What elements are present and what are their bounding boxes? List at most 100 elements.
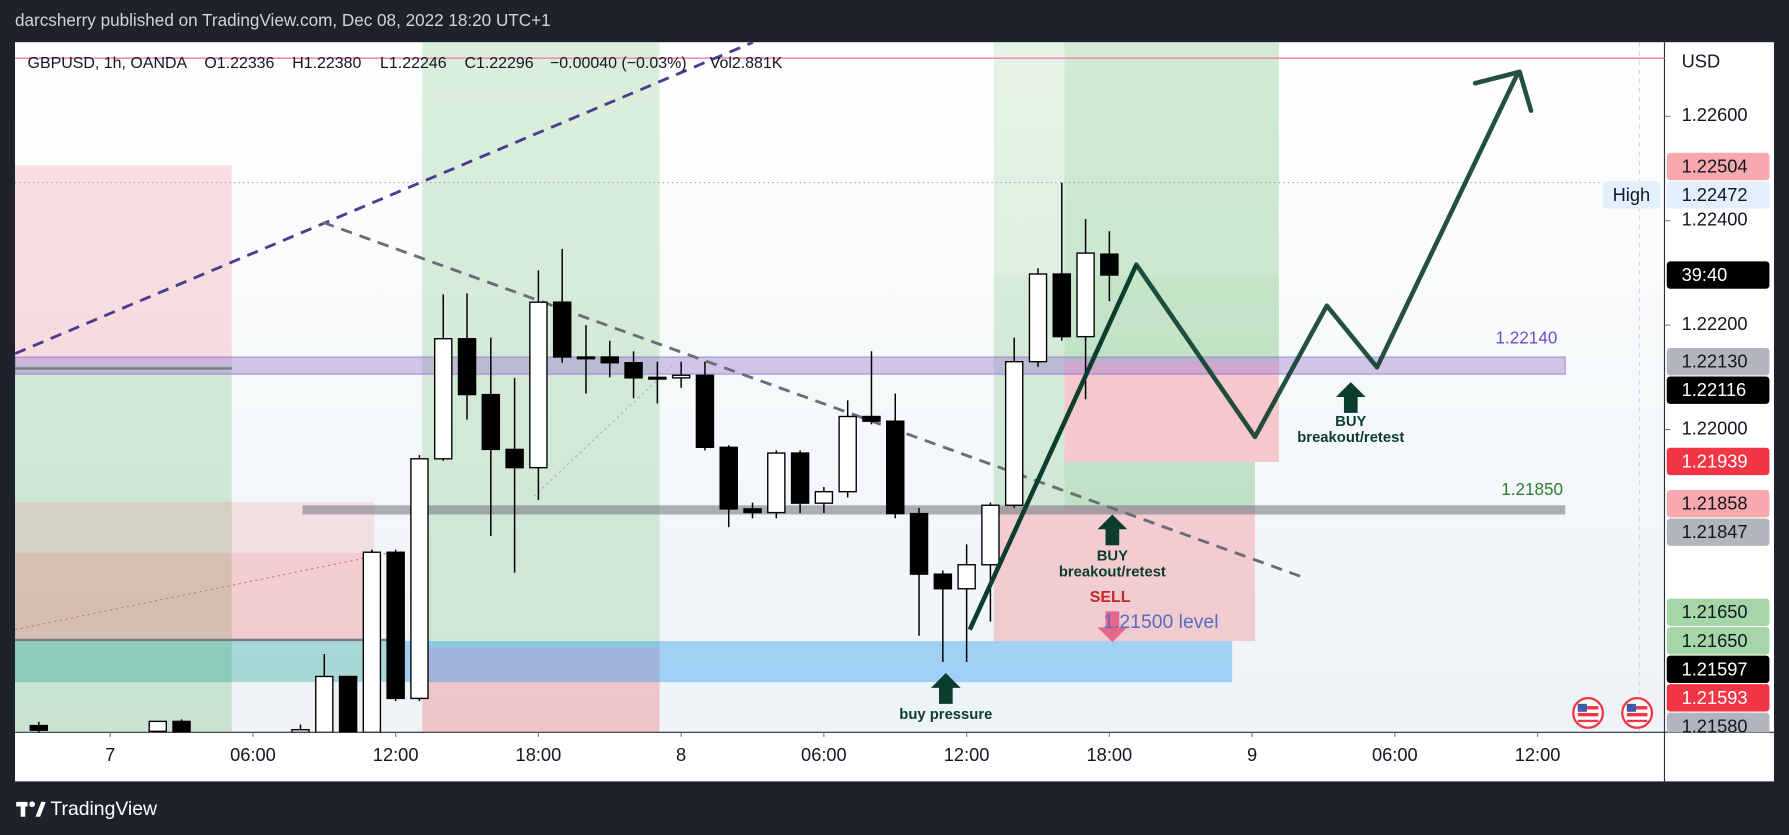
level-label: 1.21850: [1501, 480, 1563, 499]
candle-body: [814, 490, 834, 504]
legend-high: H1.22380: [292, 55, 361, 72]
x-tick-label: 06:00: [801, 744, 847, 765]
candle-body: [315, 675, 334, 733]
legend-open: O1.22336: [204, 55, 274, 72]
price-tag: [1666, 181, 1770, 209]
zone: [1064, 42, 1279, 275]
legend-symbol: GBPUSD, 1h, OANDA: [28, 55, 188, 72]
level-band: [15, 356, 1566, 375]
event-icon: [1621, 696, 1654, 729]
price-tag: [1666, 447, 1770, 476]
candle-body: [1052, 273, 1072, 338]
countdown-tag: [1666, 261, 1770, 289]
price-tag-label: 1.21593: [1682, 687, 1748, 708]
x-tick-label: 9: [1247, 744, 1257, 765]
x-tick-label: 12:00: [1515, 744, 1561, 765]
flag-stripe: [1626, 719, 1648, 723]
candle-body: [600, 356, 620, 364]
price-tag-label: 1.21858: [1682, 493, 1748, 514]
candle-body: [1028, 273, 1048, 363]
price-scale: 1.22600 1.22400 1.22200 1.22000 39:40 1.22504…: [1664, 104, 1770, 736]
currency: USD: [1682, 51, 1721, 72]
price-tag: [1666, 152, 1770, 181]
price-tag-label: 1.21650: [1682, 630, 1748, 651]
zone: [15, 553, 375, 640]
x-tick-label: 06:00: [230, 744, 276, 765]
price-tag-label: 1.21847: [1682, 521, 1748, 542]
drawings: [15, 42, 1665, 733]
candle-body: [981, 504, 1000, 566]
candle-body: [529, 301, 548, 469]
publisher: darcsherry published on TradingView.com,…: [15, 11, 551, 30]
candle-body: [29, 724, 49, 731]
annotation: buy pressure: [899, 707, 992, 723]
candle-body: [457, 338, 477, 396]
candles: [29, 182, 1119, 733]
zone: [15, 639, 389, 683]
x-tick-label: 8: [676, 744, 686, 765]
candle-body: [172, 720, 191, 733]
zone: [388, 641, 1233, 683]
candle-body: [576, 356, 596, 360]
candle-body: [909, 512, 929, 575]
flag-stripe: [1626, 706, 1648, 710]
flag-stripe: [1577, 719, 1599, 723]
zone: [422, 647, 660, 733]
countdown: 39:40: [1682, 264, 1728, 285]
x-tick-label: 18:00: [516, 744, 562, 765]
candle-body: [410, 458, 429, 700]
candle-body: [743, 508, 762, 514]
x-tick-label: 7: [105, 744, 115, 765]
brand-logo: [16, 801, 46, 817]
zone: [1064, 361, 1279, 462]
candle-body: [695, 374, 715, 448]
logo-part: [29, 801, 35, 808]
price-tag-label: 1.21650: [1682, 601, 1748, 622]
zone: [993, 42, 1279, 275]
zone: [993, 507, 1255, 642]
x-tick-label: 12:00: [373, 744, 419, 765]
flag-stripe: [1577, 712, 1599, 717]
y-tick-label: 1.22200: [1682, 313, 1748, 334]
candle-body: [1100, 253, 1119, 276]
candle-body: [933, 573, 953, 590]
annotation: breakout/retest: [1297, 430, 1404, 446]
candle-body: [719, 446, 738, 510]
arrow-up: [931, 673, 961, 704]
x-tick-label: 12:00: [944, 744, 990, 765]
legend-low: L1.22246: [380, 55, 447, 72]
zone: [1064, 461, 1255, 508]
annotation: 1.21500 level: [1103, 611, 1218, 633]
price-tag: [1666, 518, 1770, 546]
candle-body: [1076, 252, 1095, 338]
candle-body: [386, 551, 405, 700]
price-tag: [1666, 348, 1770, 376]
brand: TradingView: [50, 798, 158, 820]
candle-body: [862, 415, 881, 422]
y-tick-label: 1.22400: [1682, 209, 1748, 230]
annotation: BUY: [1097, 549, 1128, 565]
candle-body: [648, 376, 667, 380]
x-tick-label: 06:00: [1372, 744, 1418, 765]
annotation: BUY: [1335, 414, 1366, 430]
flag-stripe: [1577, 706, 1599, 710]
candle-body: [433, 338, 453, 460]
legend: GBPUSD, 1h, OANDA O1.22336 H1.22380 L1.2…: [28, 55, 783, 72]
candle-body: [552, 301, 572, 358]
price-tag-label: 1.22130: [1682, 351, 1748, 372]
price-tag: [1666, 627, 1770, 655]
price-tag-label: 1.21580: [1682, 715, 1748, 736]
x-tick-label: 18:00: [1087, 744, 1133, 765]
legend-change: −0.00040 (−0.03%): [550, 55, 687, 72]
y-tick-label: 1.22000: [1682, 417, 1748, 438]
time-scale: 7 06:00 12:00 18:00 8 06:00 12:00 18:00 9 06:00 12…: [105, 732, 1560, 765]
price-tag: [1666, 376, 1770, 404]
level-label: 1.22140: [1496, 328, 1558, 347]
candle-body: [362, 551, 382, 733]
candle-body: [1004, 361, 1024, 506]
candle-body: [886, 420, 905, 515]
candle-body: [148, 720, 167, 732]
annotation: SELL: [1090, 589, 1131, 606]
trend-line: [15, 42, 754, 355]
